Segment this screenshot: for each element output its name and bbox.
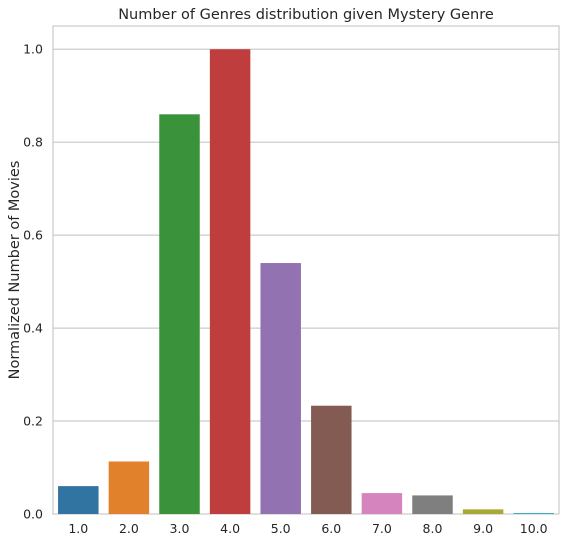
- bar-8.0: [412, 495, 453, 514]
- x-tick-label: 8.0: [423, 521, 443, 536]
- bar-9.0: [462, 509, 504, 514]
- x-tick-labels: 1.0 2.0 3.0 4.0 5.0 6.0 7.0 8.0 9.0 10.0: [68, 521, 547, 536]
- x-tick-label: 7.0: [372, 521, 392, 536]
- bar-1.0: [58, 486, 99, 514]
- bars: [58, 49, 554, 515]
- y-tick-label: 0.8: [23, 135, 43, 150]
- y-tick-label: 0.2: [23, 414, 43, 429]
- bar-5.0: [260, 263, 301, 514]
- x-tick-label: 9.0: [473, 521, 493, 536]
- x-tick-label: 1.0: [68, 521, 88, 536]
- x-tick-label: 2.0: [119, 521, 139, 536]
- y-axis-label: Normalized Number of Movies: [7, 161, 23, 380]
- bar-4.0: [209, 49, 251, 514]
- bar-2.0: [108, 461, 150, 514]
- y-tick-labels: 0.0 0.2 0.4 0.6 0.8 1.0: [23, 42, 43, 522]
- x-tick-label: 3.0: [170, 521, 190, 536]
- x-tick-label: 5.0: [271, 521, 291, 536]
- chart-title: Number of Genres distribution given Myst…: [118, 7, 494, 23]
- y-gridlines: [53, 48, 559, 422]
- plot-area: [52, 25, 560, 515]
- y-tick-label: 0.6: [23, 228, 43, 243]
- bar-3.0: [159, 114, 200, 515]
- x-tick-label: 10.0: [520, 521, 548, 536]
- bar-7.0: [361, 493, 403, 514]
- y-tick-label: 1.0: [23, 42, 43, 57]
- x-tick-label: 4.0: [220, 521, 240, 536]
- bar-6.0: [311, 405, 352, 514]
- y-tick-label: 0.0: [23, 507, 43, 522]
- x-tick-label: 6.0: [321, 521, 341, 536]
- bar-10.0: [513, 513, 554, 514]
- y-tick-label: 0.4: [23, 321, 43, 336]
